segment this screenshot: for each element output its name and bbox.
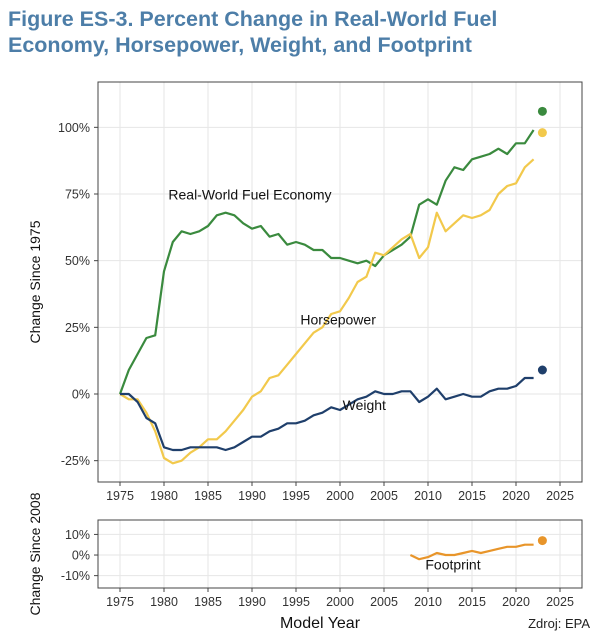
series-line-weight: [120, 376, 534, 452]
x-tick-label: 2005: [370, 595, 398, 609]
y-tick-label: 75%: [65, 188, 90, 202]
end-point-footprint: [537, 536, 547, 546]
x-tick-label: 2015: [458, 489, 486, 503]
x-tick-label: 2010: [414, 489, 442, 503]
x-tick-label: 2025: [546, 595, 574, 609]
footprint-panel: 1975 1980 1985 1990 1995 2000 2005 2010 2015 2020…: [27, 492, 583, 632]
x-tick-label: 2020: [502, 595, 530, 609]
series-line-footprint: [409, 543, 534, 561]
x-tick-label: 1990: [238, 595, 266, 609]
y-tick-label: 10%: [65, 528, 90, 542]
source-credit: Zdroj: EPA: [528, 616, 590, 631]
x-tick-label: 2020: [502, 489, 530, 503]
series-line-real-world-fuel-economy: [118, 129, 535, 395]
x-tick-label: 1985: [194, 489, 222, 503]
y-tick-label: -10%: [61, 569, 90, 583]
y-axis-label: Change Since 1975: [27, 220, 43, 343]
series-line-horsepower: [119, 158, 535, 465]
chart-title: Figure ES-3. Percent Change in Real-Worl…: [8, 7, 498, 57]
x-axis-label: Model Year: [280, 615, 361, 632]
x-tick-label: 2015: [458, 595, 486, 609]
x-tick-label: 2000: [326, 489, 354, 503]
y-tick-label: 25%: [65, 321, 90, 335]
x-tick-label: 1975: [106, 595, 134, 609]
y-tick-label: 0%: [72, 388, 90, 402]
y-tick-label: 0%: [72, 549, 90, 563]
x-tick-label: 1995: [282, 595, 310, 609]
main-panel: 1975 1980 1985 1990 1995 2000 2005 2010 2015 2020…: [27, 81, 583, 503]
y-axis-label: Change Since 2008: [27, 492, 43, 615]
x-tick-label: 2005: [370, 489, 398, 503]
x-tick-label: 1985: [194, 595, 222, 609]
series-label-real-world-fuel-economy: Real-World Fuel Economy: [168, 186, 331, 202]
x-tick-label: 1980: [150, 595, 178, 609]
x-tick-label: 1990: [238, 489, 266, 503]
y-tick-label: -25%: [61, 454, 90, 468]
x-tick-label: 2010: [414, 595, 442, 609]
end-point-real-world-fuel-economy: [537, 106, 547, 116]
x-tick-label: 2025: [546, 489, 574, 503]
series-label-footprint: Footprint: [425, 556, 480, 572]
series-label-horsepower: Horsepower: [300, 312, 376, 328]
y-tick-label: 50%: [65, 254, 90, 268]
x-tick-label: 1995: [282, 489, 310, 503]
series-label-weight: Weight: [343, 397, 386, 413]
x-tick-label: 2000: [326, 595, 354, 609]
y-tick-label: 100%: [58, 121, 90, 135]
x-tick-label: 1975: [106, 489, 134, 503]
end-point-horsepower: [537, 128, 547, 138]
x-tick-label: 1980: [150, 489, 178, 503]
end-point-weight: [537, 365, 547, 375]
